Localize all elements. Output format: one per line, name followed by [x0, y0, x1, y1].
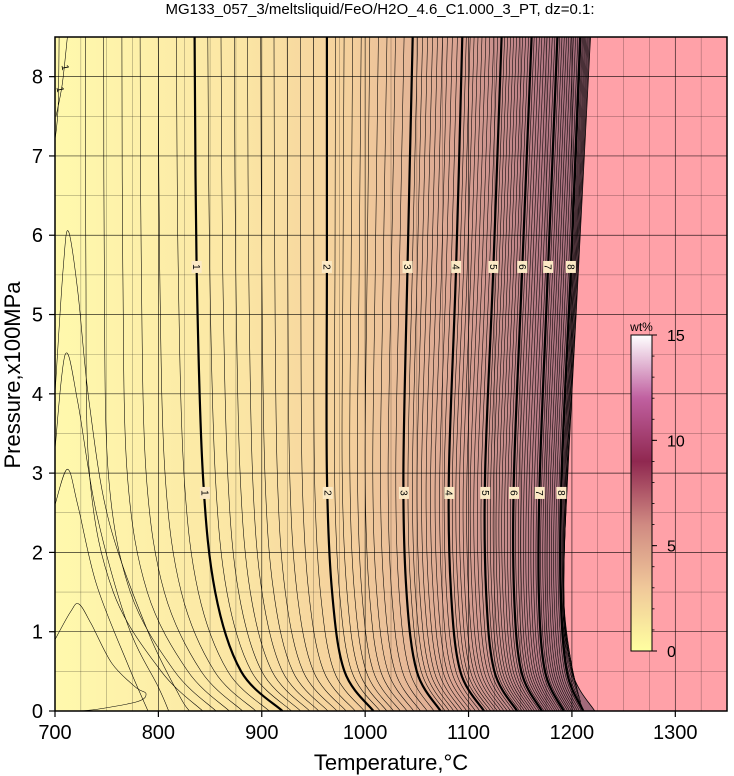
- y-tick-label: 0: [32, 701, 43, 723]
- minor-contour: [55, 468, 149, 711]
- contour-label-bg: [451, 260, 462, 273]
- colorbar: 0 5 10 15 wt%: [629, 320, 685, 661]
- contour-labels: 1 1 2 2 3 3 4 4 5 5 6 6 7 7 8 8 1 1: [54, 64, 576, 499]
- y-tick-label: 8: [32, 67, 43, 89]
- contour-label: 1: [198, 490, 209, 496]
- contour-label-bg: [534, 486, 545, 499]
- minor-contour: [563, 37, 586, 694]
- x-tick-label: 1100: [447, 722, 490, 744]
- contour-label-bg: [191, 260, 202, 273]
- minor-contour: [55, 37, 60, 141]
- colorbar-tick-label: 15: [667, 328, 685, 345]
- contour-label-bg: [321, 260, 332, 273]
- x-tick-label: 900: [245, 722, 278, 744]
- contour-label: 1: [190, 264, 201, 270]
- contour-label-bg: [480, 486, 491, 499]
- y-axis-title: Pressure,x100MPa: [0, 281, 25, 469]
- x-tick-label: 1000: [343, 722, 388, 744]
- contour-label: 5: [479, 490, 490, 496]
- minor-contour: [55, 37, 68, 117]
- contour-label-bg: [517, 260, 528, 273]
- x-axis-title: Temperature,°C: [314, 750, 468, 775]
- y-tick-label: 1: [32, 622, 43, 644]
- contour-label: 8: [555, 490, 566, 496]
- colorbar-gradient: [630, 334, 653, 652]
- minor-contour: [561, 37, 583, 703]
- contour-label-bg: [322, 486, 333, 499]
- y-tick-label: 4: [32, 384, 43, 406]
- contour-label-bg: [509, 486, 520, 499]
- contour-label: 5: [487, 264, 498, 270]
- colorbar-tick-label: 5: [667, 539, 676, 556]
- y-tick-label: 7: [32, 146, 43, 168]
- y-tick-label: 6: [32, 225, 43, 247]
- colorbar-tick-label: 0: [667, 644, 676, 661]
- contour-label: 6: [508, 490, 519, 496]
- chart-title: MG133_057_3/meltsliquid/FeO/H2O_4.6_C1.0…: [165, 1, 594, 18]
- contour-label: 2: [320, 264, 331, 270]
- contour-label-bg: [488, 260, 499, 273]
- minor-contour: [55, 603, 147, 711]
- contour-label: 3: [401, 264, 412, 270]
- plot-frame: [54, 36, 728, 712]
- contour-label-bg: [402, 260, 413, 273]
- colorbar-tick-label: 10: [667, 433, 685, 450]
- contour-label-bg: [556, 486, 567, 499]
- contour-label: 4: [450, 264, 461, 270]
- contour-label: 1: [54, 86, 66, 94]
- contour-label: 7: [542, 264, 553, 270]
- contour-label: 3: [397, 490, 408, 496]
- contour-label: 8: [564, 264, 575, 270]
- x-tick-label: 800: [142, 722, 175, 744]
- contour-label: 2: [321, 490, 332, 496]
- contour-label-bg: [565, 260, 576, 273]
- x-tick-label: 1200: [550, 722, 595, 744]
- contour-label-bg: [543, 260, 554, 273]
- contour-label-bg: [199, 486, 210, 499]
- contour-label: 6: [516, 264, 527, 270]
- contour-label: 7: [533, 490, 544, 496]
- colorbar-title: wt%: [629, 320, 653, 334]
- minor-contour: [55, 230, 190, 711]
- contour-label-bg: [398, 486, 409, 499]
- y-tick-label: 5: [32, 305, 43, 327]
- contour-label: 1: [59, 64, 71, 72]
- contour-label: 4: [443, 490, 454, 496]
- y-tick-label: 2: [32, 542, 43, 564]
- contour-label-bg: [444, 486, 455, 499]
- x-tick-label: 1300: [653, 722, 698, 744]
- y-tick-label: 3: [32, 463, 43, 485]
- x-tick-label: 700: [38, 722, 71, 744]
